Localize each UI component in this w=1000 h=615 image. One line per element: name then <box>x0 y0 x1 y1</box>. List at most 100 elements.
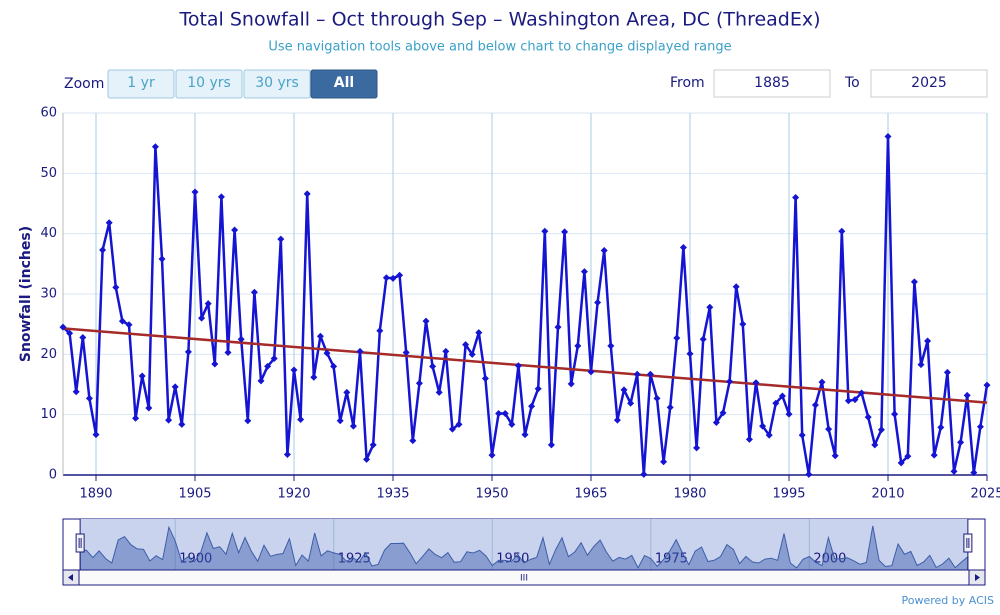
y-tick-label: 50 <box>40 166 57 181</box>
zoom-button[interactable] <box>310 69 378 99</box>
data-point <box>976 423 984 431</box>
data-point <box>217 193 225 201</box>
data-point <box>772 399 780 407</box>
navigator-selection <box>80 519 968 570</box>
trend-line <box>62 327 988 404</box>
data-point <box>198 314 206 322</box>
data-point <box>85 394 93 402</box>
data-point <box>633 370 641 378</box>
data-point <box>646 370 654 378</box>
data-point <box>396 271 404 279</box>
data-point <box>475 329 483 337</box>
navigator-tick-label: 1950 <box>496 552 529 567</box>
data-point <box>132 414 140 422</box>
y-tick-label: 0 <box>49 468 57 483</box>
data-point <box>125 321 133 329</box>
data-point <box>910 278 918 286</box>
data-point <box>567 380 575 388</box>
data-point <box>811 401 819 409</box>
data-point <box>99 246 107 254</box>
data-point <box>349 422 357 430</box>
data-point <box>561 228 569 236</box>
to-input[interactable] <box>870 69 988 98</box>
data-point <box>983 381 991 389</box>
zoom-button-label: 10 yrs <box>187 75 231 91</box>
x-tick-label: 1935 <box>376 487 409 502</box>
data-point <box>323 349 331 357</box>
data-point <box>501 409 509 417</box>
data-point <box>363 455 371 463</box>
zoom-button[interactable] <box>175 69 243 99</box>
x-tick-label: 1965 <box>574 487 607 502</box>
navigator-handle[interactable] <box>963 533 973 553</box>
data-point <box>963 391 971 399</box>
data-point <box>726 377 734 385</box>
data-point <box>831 452 839 460</box>
data-point <box>336 417 344 425</box>
data-point <box>580 268 588 276</box>
navigator-tick-label: 1975 <box>655 552 688 567</box>
data-point <box>521 431 529 439</box>
data-point <box>330 362 338 370</box>
data-point <box>547 441 555 449</box>
from-value: 1885 <box>754 75 790 91</box>
data-point <box>732 283 740 291</box>
data-point <box>448 425 456 433</box>
data-point <box>151 143 159 151</box>
data-point <box>204 300 212 308</box>
x-tick-label: 1995 <box>772 487 805 502</box>
navigator-handle[interactable] <box>75 533 85 553</box>
data-point <box>415 379 423 387</box>
zoom-button-label: 30 yrs <box>255 75 299 91</box>
data-point <box>613 416 621 424</box>
zoom-button[interactable] <box>107 69 175 99</box>
data-point <box>930 451 938 459</box>
zoom-label: Zoom <box>64 76 104 92</box>
data-point <box>805 470 813 478</box>
data-point <box>937 423 945 431</box>
data-point <box>686 350 694 358</box>
data-point <box>422 317 430 325</box>
x-tick-label: 2025 <box>970 487 1000 502</box>
data-point <box>660 458 668 466</box>
scroll-right-arrow <box>975 574 980 581</box>
data-point <box>884 133 892 141</box>
x-tick-label: 1950 <box>475 487 508 502</box>
data-point <box>495 409 503 417</box>
data-point <box>343 388 351 396</box>
data-point <box>924 337 932 345</box>
to-value: 2025 <box>911 75 947 91</box>
data-point <box>587 368 595 376</box>
data-point <box>488 451 496 459</box>
y-tick-label: 20 <box>40 347 57 362</box>
y-tick-label: 10 <box>40 407 57 422</box>
data-point <box>191 188 199 196</box>
data-point <box>382 274 390 282</box>
data-point <box>283 450 291 458</box>
x-tick-label: 2010 <box>871 487 904 502</box>
data-point <box>356 347 364 355</box>
data-point <box>244 417 252 425</box>
data-point <box>666 403 674 411</box>
data-point <box>402 349 410 357</box>
data-point <box>66 329 74 337</box>
data-point <box>785 410 793 418</box>
data-point <box>455 420 463 428</box>
data-point <box>851 396 859 404</box>
data-point <box>792 193 800 201</box>
data-point <box>514 362 522 370</box>
data-point <box>59 323 67 331</box>
data-point <box>607 342 615 350</box>
data-point <box>118 317 126 325</box>
data-point <box>184 348 192 356</box>
data-point <box>178 420 186 428</box>
chart-title: Total Snowfall – Oct through Sep – Washi… <box>178 9 820 31</box>
data-point <box>231 226 239 234</box>
data-point <box>462 341 470 349</box>
from-input[interactable] <box>713 69 831 98</box>
data-point <box>435 388 443 396</box>
data-point <box>838 227 846 235</box>
data-point <box>158 255 166 263</box>
zoom-button[interactable] <box>243 69 311 99</box>
data-point <box>653 394 661 402</box>
